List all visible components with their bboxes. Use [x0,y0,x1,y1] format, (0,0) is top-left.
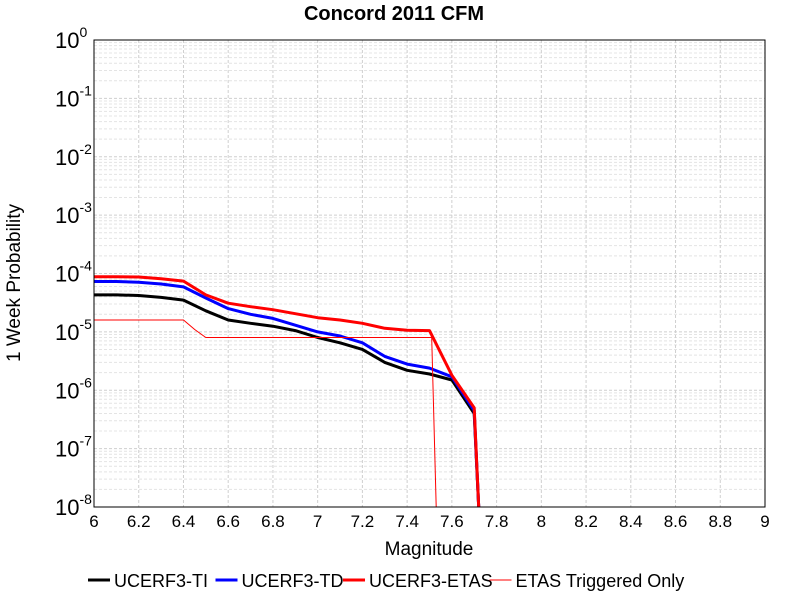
x-tick-label: 7.8 [485,512,509,531]
x-tick-label: 6.6 [216,512,240,531]
x-tick-label: 8.6 [664,512,688,531]
x-tick-labels: 6 6.2 6.4 6.6 6.8 7 7.2 7.4 7.6 7.8 8 8.2 8.4 8.6 8.8 9 [89,512,769,531]
x-tick-label: 8.4 [619,512,643,531]
series-line-2 [94,275,481,508]
x-tick-label: 6.8 [261,512,285,531]
series-layer [94,275,481,508]
y-tick-label: 10-6 [55,374,92,403]
y-tick-label: 10-7 [55,433,92,462]
y-tick-label: 10-4 [55,258,92,287]
x-tick-label: 7.6 [440,512,464,531]
x-tick-label: 6.2 [127,512,151,531]
y-tick-label: 10-2 [55,141,92,170]
series-line-1 [94,280,481,508]
x-tick-label: 7.2 [351,512,375,531]
x-tick-label: 6.4 [172,512,196,531]
x-tick-label: 8 [537,512,546,531]
y-tick-label: 100 [55,24,87,53]
x-tick-label: 6 [89,512,98,531]
y-tick-label: 10-1 [55,82,92,111]
x-tick-label: 9 [760,512,769,531]
x-axis-label: Magnitude [385,539,474,560]
x-tick-label: 7.4 [395,512,419,531]
x-tick-label: 8.2 [574,512,598,531]
legend-label: UCERF3-ETAS [369,571,493,591]
x-tick-label: 7 [313,512,322,531]
legend-label: UCERF3-TD [242,571,344,591]
legend-label: UCERF3-TI [114,571,208,591]
plot-frame [93,39,766,508]
y-tick-labels: 100 10-1 10-2 10-3 10-4 10-5 10-6 10-7 10-8 [55,24,92,520]
y-tick-label: 10-3 [55,199,92,228]
x-tick-label: 8.8 [708,512,732,531]
y-axis-label: 1 Week Probability [4,203,25,362]
grid [93,39,766,508]
series-line-3 [94,319,437,508]
legend-label: ETAS Triggered Only [516,571,685,591]
series-line-0 [94,293,481,508]
chart-title: Concord 2011 CFM [304,3,484,25]
legend: UCERF3-TI UCERF3-TD UCERF3-ETAS ETAS Trigge… [88,571,684,591]
y-tick-label: 10-5 [55,316,92,345]
y-tick-label: 10-8 [55,491,92,520]
